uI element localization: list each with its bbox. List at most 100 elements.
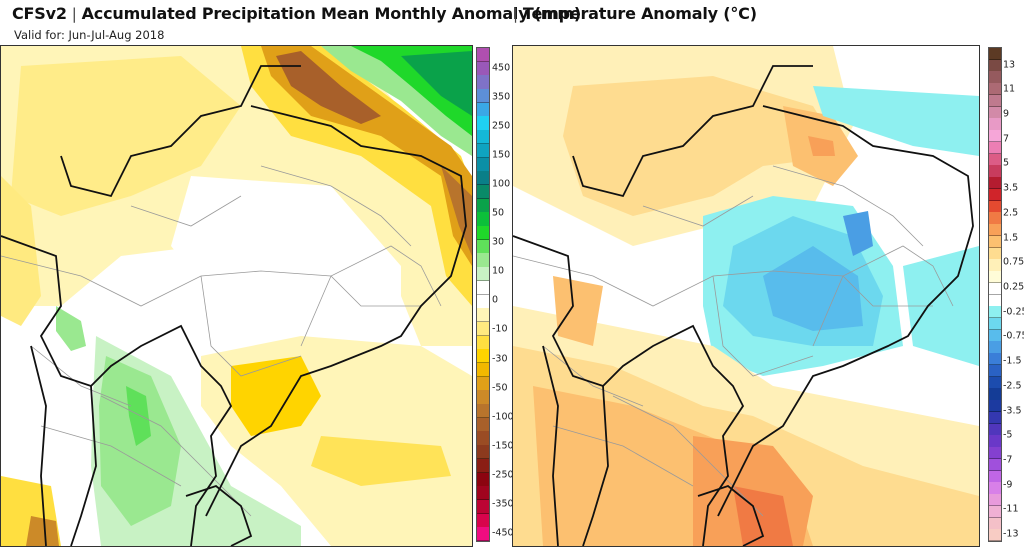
precip-colorbar-segment <box>477 239 489 254</box>
precip-colorbar-tick-label: 250 <box>492 120 511 132</box>
temp-colorbar-segment <box>989 388 1001 401</box>
precip-colorbar-segment <box>477 294 489 309</box>
precip-colorbar-tick-label: -150 <box>492 440 514 452</box>
temp-colorbar-tick-label: -7 <box>1003 454 1013 466</box>
temp-colorbar-segment <box>989 470 1001 483</box>
temp-colorbar-segment <box>989 106 1001 119</box>
precip-colorbar-segment <box>477 116 489 131</box>
precip-colorbar-segment <box>477 130 489 145</box>
temp-colorbar-segment <box>989 165 1001 178</box>
precip-colorbar-segment <box>477 376 489 391</box>
temp-colorbar-segment <box>989 59 1001 72</box>
temp-colorbar-tick-label: 13 <box>1003 59 1016 71</box>
precip-sp-dry <box>231 356 321 436</box>
precip-colorbar-tick-label: -30 <box>492 353 508 365</box>
temp-header: | Temperature Anomaly (°C) <box>508 4 757 23</box>
temp-colorbar-segment <box>989 200 1001 213</box>
temp-colorbar-segment <box>989 118 1001 131</box>
precip-colorbar-tick-label: -250 <box>492 469 514 481</box>
precip-colorbar-segment <box>477 486 489 501</box>
model-name: CFSv2 <box>12 4 67 23</box>
temp-colorbar-tick-label: -1.5 <box>1003 355 1022 367</box>
temp-colorbar-segment <box>989 294 1001 307</box>
figure-title: CFSv2 | Accumulated Precipitation Mean Mon… <box>12 4 581 23</box>
temp-colorbar-segment <box>989 529 1001 542</box>
temp-colorbar-tick-label: 3.5 <box>1003 182 1019 194</box>
state-borders <box>1 165 442 517</box>
precip-colorbar-segment <box>477 89 489 104</box>
temp-colorbar-segment <box>989 306 1001 319</box>
temp-colorbar-tick-label: -0.25 <box>1003 306 1024 318</box>
precip-colorbar-tick-label: -50 <box>492 382 508 394</box>
precip-colorbar-segment <box>477 499 489 515</box>
temperature-colorbar <box>988 47 1002 542</box>
precip-colorbar-segment <box>477 102 489 117</box>
temp-colorbar-segment <box>989 376 1001 389</box>
temp-colorbar-segment <box>989 353 1001 366</box>
precip-colorbar-tick-label: 100 <box>492 178 511 190</box>
precip-colorbar-segment <box>477 198 489 213</box>
temp-colorbar-segment <box>989 423 1001 436</box>
temp-colorbar-segment <box>989 482 1001 495</box>
precip-colorbar-segment <box>477 335 489 350</box>
temp-colorbar-segment <box>989 458 1001 472</box>
temp-colorbar-segment <box>989 447 1001 460</box>
precip-coast-dry-outer <box>241 46 472 306</box>
precip-colorbar-segment <box>477 48 489 63</box>
precipitation-colorbar-labels: 450 350 250 150 100 50 30 10 0 -10 -30 -50 -100 -150-… <box>492 47 514 540</box>
temperature-colorbar-labels: 13 11 9 7 5 3.5 2.5 1.5 0.75 0.25 -0.25 -0.75 -1.5 -2… <box>1003 47 1024 540</box>
precip-colorbar-segment <box>477 362 489 378</box>
precipitation-map-canvas <box>1 46 472 546</box>
precip-colorbar-segment <box>477 157 489 172</box>
precipitation-map <box>0 45 473 547</box>
temp-colorbar-tick-label: 0.25 <box>1003 281 1024 293</box>
temp-colorbar-segment <box>989 224 1001 237</box>
temp-colorbar-segment <box>989 282 1001 295</box>
temp-colorbar-segment <box>989 212 1001 225</box>
title-separator: | <box>71 5 77 23</box>
precip-colorbar-tick-label: 450 <box>492 62 511 74</box>
temp-colorbar-tick-label: 7 <box>1003 133 1010 145</box>
temp-colorbar-tick-label: -5 <box>1003 429 1013 441</box>
precipitation-colorbar <box>476 47 490 542</box>
precip-colorbar-segment <box>477 267 489 282</box>
temp-colorbar-segment <box>989 411 1001 425</box>
temp-colorbar-segment <box>989 71 1001 84</box>
precip-atlantic-dry <box>311 436 451 486</box>
temp-andes-warm <box>553 276 603 346</box>
precip-colorbar-tick-label: 30 <box>492 236 505 248</box>
temp-colorbar-segment <box>989 83 1001 96</box>
precip-paraguay-wet-core <box>126 386 151 446</box>
temp-goias-cool-core <box>843 211 873 256</box>
precip-colorbar-tick-label: 0 <box>492 294 499 306</box>
precip-west-dry <box>1 176 41 326</box>
precip-chile-dry-core <box>26 516 59 546</box>
precip-colorbar-segment <box>477 75 489 90</box>
temp-colorbar-tick-label: 9 <box>1003 108 1010 120</box>
temp-colorbar-segment <box>989 400 1001 413</box>
country-borders-temp <box>513 65 974 546</box>
temp-colorbar-segment <box>989 130 1001 143</box>
temp-colorbar-tick-label: -3.5 <box>1003 405 1022 417</box>
valid-period: Valid for: Jun-Jul-Aug 2018 <box>14 28 165 42</box>
temp-colorbar-tick-label: -13 <box>1003 528 1019 540</box>
temperature-map <box>512 45 980 547</box>
precip-colorbar-tick-label: 350 <box>492 91 511 103</box>
precip-colorbar-segment <box>477 513 489 528</box>
temp-colorbar-segment <box>989 153 1001 166</box>
temp-colorbar-tick-label: 0.75 <box>1003 256 1024 268</box>
temp-colorbar-segment <box>989 247 1001 260</box>
precip-central-neutral <box>171 176 401 346</box>
temp-colorbar-segment <box>989 317 1001 331</box>
precip-colorbar-segment <box>477 431 489 446</box>
precip-colorbar-segment <box>477 280 489 295</box>
temp-colorbar-tick-label: 5 <box>1003 157 1010 169</box>
precip-colorbar-tick-label: 150 <box>492 149 511 161</box>
precip-atlantic-wet-core <box>401 51 472 116</box>
temp-colorbar-tick-label: -11 <box>1003 503 1019 515</box>
precip-colorbar-segment <box>477 184 489 200</box>
precip-colorbar-segment <box>477 226 489 241</box>
precip-colorbar-segment <box>477 61 489 76</box>
temp-title: Temperature Anomaly (°C) <box>522 4 757 23</box>
temp-colorbar-segment <box>989 141 1001 155</box>
